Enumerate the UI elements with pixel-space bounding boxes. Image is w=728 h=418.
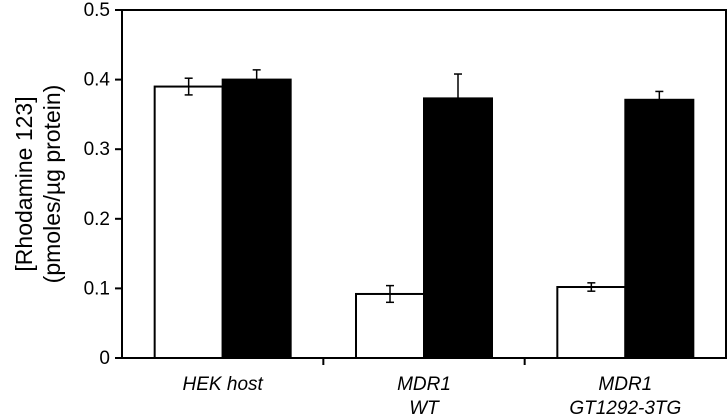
y-axis-label-line-1: [Rhodamine 123] xyxy=(11,96,37,271)
y-tick-label: 0.1 xyxy=(84,278,110,299)
bar xyxy=(624,98,695,359)
x-category-label: GT1292-3TG xyxy=(569,398,681,418)
plot-area: 0 0.1 0.2 0.3 0.4 0.5 HEK host MDR1 WT MDR1 GT1292… xyxy=(84,0,727,418)
x-category-label: MDR1 xyxy=(598,374,652,395)
x-category-label: MDR1 xyxy=(397,374,451,395)
bar xyxy=(221,78,292,359)
bar xyxy=(423,97,493,359)
y-tick-label: 0.5 xyxy=(84,0,110,21)
y-axis-label-line-2: (pmoles/µg protein) xyxy=(39,85,65,284)
y-axis-label: [Rhodamine 123] (pmoles/µg protein) xyxy=(11,85,65,284)
y-tick-label: 0.4 xyxy=(84,70,111,91)
x-category-label: HEK host xyxy=(183,374,264,395)
bar xyxy=(556,286,627,359)
y-tick-label: 0.2 xyxy=(84,209,110,230)
y-tick-label: 0.3 xyxy=(84,139,110,160)
x-category-label: WT xyxy=(409,398,440,418)
y-tick-label: 0 xyxy=(99,348,110,369)
bar xyxy=(153,85,224,359)
bar xyxy=(355,292,425,359)
